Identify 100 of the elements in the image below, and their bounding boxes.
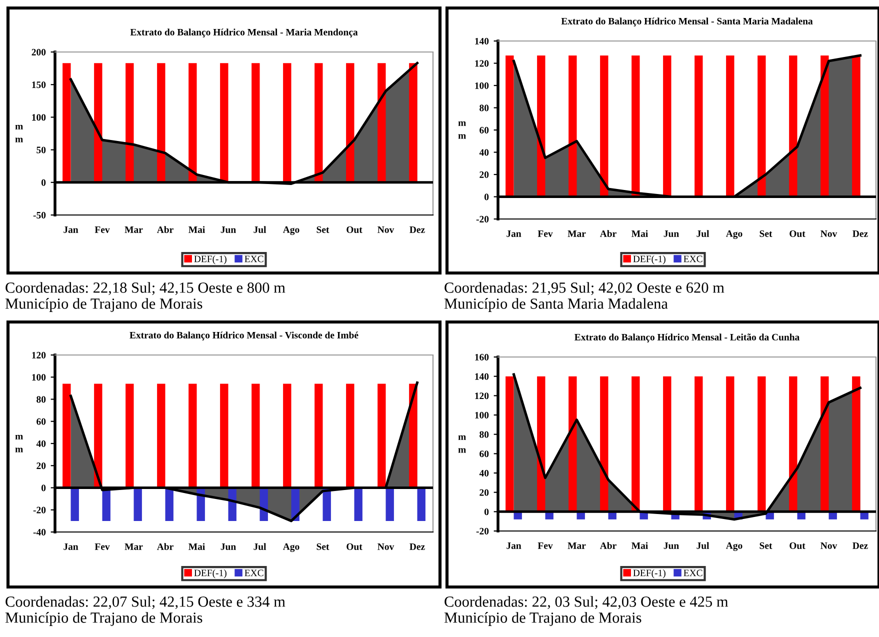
text: Município de Trajano de Morais <box>5 612 202 626</box>
x-tick-label: Set <box>316 543 330 550</box>
x-tick-label: Mai <box>188 543 205 550</box>
x-tick-label: Jan <box>64 543 78 550</box>
x-tick-label: Jul <box>696 230 710 237</box>
y-tick-label: 140 <box>475 38 489 44</box>
chart-title: Extrato do Balanço Hídrico Mensal - Visconde de Imbé <box>130 332 358 340</box>
x-tick-label: Jul <box>696 542 710 549</box>
x-tick-label: Nov <box>820 542 838 549</box>
y-tick-label: 80 <box>480 431 489 438</box>
text: Coordenadas: 22,18 Sul; 42,15 Oeste e 800 m <box>6 282 286 296</box>
legend-label: DEF(-1) <box>633 569 666 578</box>
y-tick-label: 200 <box>32 48 46 56</box>
y-tick-label: 120 <box>475 60 489 67</box>
x-tick-label: Dez <box>852 542 868 549</box>
y-tick-label: -20 <box>476 528 489 534</box>
x-tick-label: Out <box>346 226 362 233</box>
y-tick-label: 80 <box>480 104 489 112</box>
y-tick-label: 100 <box>32 114 46 121</box>
x-tick-label: Dez <box>410 226 425 233</box>
y-axis-title: m m <box>458 435 466 453</box>
chart-title: Extrato do Balanço Hídrico Mensal - Santa Maria Madalena <box>561 18 813 26</box>
y-tick-label: 100 <box>475 82 489 89</box>
chart-title: Extrato do Balanço Hídrico Mensal - Maria Mendonça <box>130 28 358 38</box>
text: Coordenadas: 21,95 Sul; 42,02 Oeste e 620 m <box>444 282 724 296</box>
x-tick-label: Out <box>346 543 362 550</box>
x-tick-label: Nov <box>378 543 394 550</box>
x-tick-label: Set <box>760 230 772 237</box>
y-tick-label: 160 <box>475 354 489 360</box>
x-tick-label: Set <box>316 226 330 233</box>
x-tick-label: Abr <box>600 542 616 549</box>
x-tick-label: Jul <box>254 226 266 233</box>
legend-label: DEF(-1) <box>633 255 666 264</box>
text: Município de Trajano de Morais <box>444 612 642 626</box>
y-tick-label: 120 <box>32 352 46 358</box>
x-tick-label: Ago <box>726 542 742 551</box>
legend-label: DEF(-1) <box>194 255 226 264</box>
x-tick-label: Jun <box>664 230 679 237</box>
y-axis-title: m m <box>15 124 23 142</box>
y-tick-label: 60 <box>480 126 489 134</box>
legend-label: EXC <box>684 570 702 576</box>
x-tick-label: Jul <box>254 543 266 550</box>
y-tick-label: 140 <box>475 373 489 380</box>
x-tick-label: Abr <box>600 230 616 237</box>
y-tick-label: 20 <box>480 171 489 178</box>
legend-label: DEF(-1) <box>194 569 226 578</box>
y-tick-label: 0 <box>41 179 46 186</box>
text: Coordenadas: 22, 03 Sul; 42,03 Oeste e 425 m <box>444 596 728 610</box>
x-tick-label: Jun <box>220 226 236 233</box>
x-tick-label: Mai <box>188 226 205 233</box>
y-tick-label: 100 <box>475 412 489 418</box>
x-tick-label: Jan <box>64 226 78 233</box>
x-tick-label: Ago <box>282 226 300 235</box>
x-tick-label: Nov <box>378 226 394 233</box>
y-tick-label: 50 <box>36 146 46 154</box>
x-tick-label: Nov <box>820 230 838 237</box>
x-tick-label: Fev <box>94 226 110 233</box>
x-tick-label: Dez <box>410 543 425 550</box>
chart-title: Extrato do Balanço Hídrico Mensal - Leitão da Cunha <box>574 334 800 342</box>
x-tick-label: Mar <box>568 230 586 237</box>
y-axis-title: m m <box>458 121 466 139</box>
y-tick-label: 60 <box>480 450 489 458</box>
x-tick-label: Fev <box>94 543 110 550</box>
x-tick-label: Set <box>760 542 772 549</box>
y-tick-label: 100 <box>32 374 46 381</box>
x-tick-label: Ago <box>282 543 300 552</box>
y-tick-label: 20 <box>480 489 489 496</box>
x-tick-label: Mar <box>124 543 143 550</box>
x-tick-label: Dez <box>852 230 868 237</box>
text: Coordenadas: 22,07 Sul; 42,15 Oeste e 334 m <box>6 596 286 610</box>
x-tick-label: Mai <box>632 542 648 549</box>
y-tick-label: -20 <box>33 506 46 514</box>
legend-label: EXC <box>684 256 702 262</box>
y-tick-label: 20 <box>36 462 46 470</box>
x-tick-label: Fev <box>538 542 553 549</box>
x-tick-label: Out <box>790 542 806 549</box>
y-tick-label: 150 <box>32 82 46 88</box>
y-tick-label: 0 <box>484 194 489 200</box>
text: Município de Trajano de Morais <box>5 298 202 312</box>
y-tick-label: 80 <box>36 396 46 403</box>
y-tick-label: 40 <box>36 440 46 447</box>
y-tick-label: 120 <box>475 392 489 400</box>
x-tick-label: Mar <box>124 226 143 233</box>
legend-label: EXC <box>244 570 264 576</box>
x-tick-label: Out <box>790 230 806 237</box>
x-tick-label: Fev <box>538 230 553 237</box>
y-tick-label: 40 <box>479 470 489 476</box>
x-tick-label: Mar <box>568 542 586 549</box>
x-tick-label: Jun <box>220 543 236 550</box>
x-tick-label: Ago <box>726 230 742 239</box>
text: Município de Santa Maria Madalena <box>444 298 668 312</box>
y-tick-label: -20 <box>476 216 489 222</box>
y-tick-label: 0 <box>41 484 46 492</box>
y-tick-label: -50 <box>33 212 46 218</box>
x-tick-label: Abr <box>156 226 174 233</box>
x-tick-label: Jun <box>664 542 679 549</box>
x-tick-label: Jan <box>506 230 522 237</box>
y-tick-label: 0 <box>484 508 489 516</box>
y-axis-title: m m <box>15 434 23 452</box>
legend-label: EXC <box>244 256 264 262</box>
